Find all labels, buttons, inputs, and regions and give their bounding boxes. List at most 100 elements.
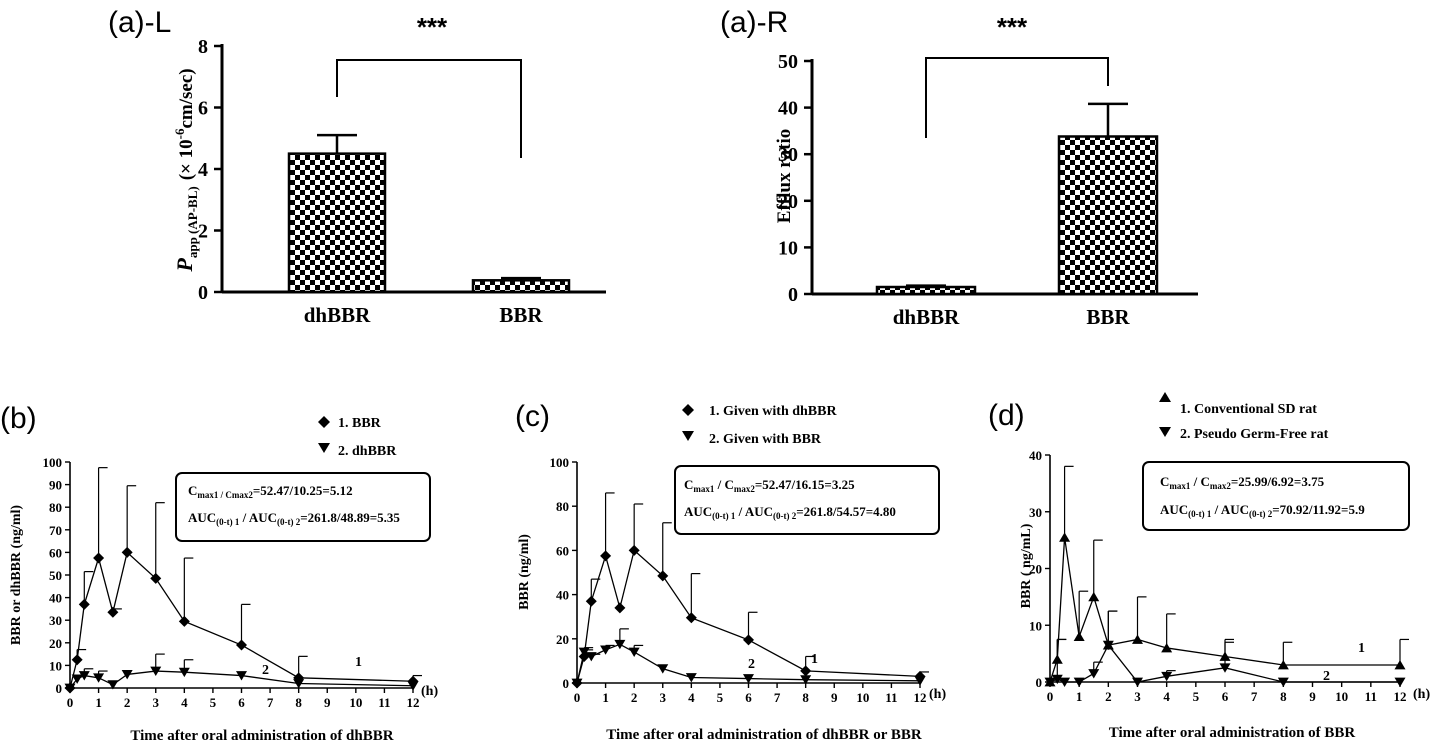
c-legend-marker-2 <box>682 431 694 441</box>
c-series-1-point-3 <box>600 550 612 562</box>
b-xunit: (h) <box>421 684 438 699</box>
b-series-2-point-1 <box>71 674 83 684</box>
b-series-2-point-2 <box>78 671 90 681</box>
b-xlabel: Time after oral administration of dhBBR <box>130 728 393 744</box>
b-series-2-point-9 <box>293 679 305 689</box>
aR-ytick-label-0: 0 <box>788 284 798 306</box>
d-series-1-point-7 <box>1161 643 1173 653</box>
b-series-1-point-8 <box>236 639 247 651</box>
b-stat-line-2: AUC(0-t) 1 / AUC(0-t) 2=261.8/48.89=5.35 <box>188 510 400 527</box>
d-xtick-label-10: 10 <box>1335 689 1348 704</box>
c-series-2-point-2 <box>585 652 597 662</box>
b-ytick-label-9: 90 <box>49 478 62 493</box>
c-ytick-label-4: 80 <box>556 499 569 514</box>
d-xlabel: Time after oral administration of BBR <box>1109 725 1356 741</box>
b-xtick-label-1: 1 <box>95 695 102 710</box>
aL-ytick-label-4: 8 <box>198 36 208 58</box>
chart-aL: (a)-L 0 2 4 6 8 dhBBR BBR *** Papp (AP-BL) (× 1… <box>108 6 606 327</box>
c-series-1-point-4 <box>614 602 626 614</box>
aR-bar-1 <box>1057 135 1159 296</box>
b-series-2-point-3 <box>93 673 105 683</box>
d-xtick-label-8: 8 <box>1280 689 1287 704</box>
d-series-1-point-6 <box>1132 634 1143 644</box>
c-stat-box-frame <box>674 465 940 535</box>
d-ytick-label-0: 0 <box>1036 675 1043 690</box>
d-xtick-label-9: 9 <box>1309 689 1316 704</box>
d-ytick-label-3: 30 <box>1029 505 1042 520</box>
b-xtick-label-10: 10 <box>349 695 362 710</box>
c-series-2-point-9 <box>800 675 812 685</box>
b-series-2-point-0 <box>64 683 76 693</box>
aL-ylabel-unit-sup: -6 <box>172 128 187 139</box>
d-ylabel: BBR ( ng/mL) <box>1019 523 1034 608</box>
d-xunit: (h) <box>1413 687 1430 702</box>
b-ytick-label-3: 30 <box>49 613 62 628</box>
b-xtick-label-9: 9 <box>324 695 331 710</box>
d-xtick-label-1: 1 <box>1076 689 1083 704</box>
d-legend-marker-1 <box>1159 392 1171 402</box>
c-series-1-point-8 <box>743 634 754 646</box>
d-legend-label-1: 1. Conventional SD rat <box>1180 402 1317 417</box>
d-ytick-label-4: 40 <box>1029 448 1042 463</box>
c-curve-label-1: 1 <box>811 652 818 667</box>
d-curve-label-2: 2 <box>1323 669 1330 684</box>
b-ytick-label-7: 70 <box>49 523 62 538</box>
d-series-2-point-0 <box>1044 677 1056 687</box>
d-xtick-label-6: 6 <box>1222 689 1229 704</box>
b-series-2-point-6 <box>150 666 162 676</box>
c-xtick-label-6: 6 <box>745 690 752 705</box>
aL-ylabel: Papp (AP-BL) (× 10-6cm/sec) <box>172 68 200 272</box>
aR-ytick-label-4: 40 <box>778 98 798 120</box>
aL-bar-0 <box>287 152 387 294</box>
b-curve-label-1: 1 <box>355 655 362 670</box>
c-xtick-label-12: 12 <box>914 690 927 705</box>
d-xtick-label-7: 7 <box>1251 689 1258 704</box>
d-stat-box: Cmax1 / Cmax2=25.99/6.92=3.75 AUC(0-t) 1… <box>1142 461 1410 531</box>
d-series-1-point-4 <box>1088 591 1100 602</box>
b-series-1-point-6 <box>150 572 162 584</box>
b-series-2-point-7 <box>178 667 190 678</box>
d-series-2-point-2 <box>1059 677 1071 687</box>
c-xtick-label-4: 4 <box>688 690 695 705</box>
chart-aR: (a)-R 0 10 20 30 40 50 dhBBR BBR *** Efflux rat… <box>720 6 1198 329</box>
c-xtick-label-0: 0 <box>574 690 581 705</box>
c-legend-marker-1 <box>682 404 694 416</box>
d-curve-label-1: 1 <box>1358 641 1365 656</box>
c-xtick-label-1: 1 <box>602 690 609 705</box>
d-series-2-point-7 <box>1161 671 1173 682</box>
panel-label-c: (c) <box>515 400 550 433</box>
c-series-1-point-9 <box>800 665 812 677</box>
b-xtick-label-0: 0 <box>67 695 74 710</box>
c-series-1-point-6 <box>657 570 669 582</box>
aL-ytick-label-2: 4 <box>198 159 208 181</box>
svg-text:Papp (AP-BL)(× 10-6cm/sec): Papp (AP-BL) (× 10-6cm/sec) <box>172 68 200 272</box>
c-series-1-point-2 <box>585 595 597 607</box>
c-ytick-label-3: 60 <box>556 543 569 558</box>
c-series-2-point-6 <box>657 664 669 674</box>
b-series-2-point-8 <box>236 671 247 681</box>
c-xlabel: Time after oral administration of dhBBR … <box>606 727 922 743</box>
d-xtick-label-12: 12 <box>1394 689 1407 704</box>
d-series-2-point-5 <box>1102 640 1114 651</box>
d-series-2-point-10 <box>1394 677 1406 687</box>
b-xtick-label-2: 2 <box>124 695 131 710</box>
b-ytick-label-1: 10 <box>49 658 62 673</box>
c-legend-label-2: 2. Given with BBR <box>709 432 822 447</box>
panel-label-d: (d) <box>988 399 1025 432</box>
c-series-1-point-5 <box>628 544 640 556</box>
d-ytick-label-1: 10 <box>1029 618 1042 633</box>
b-legend-marker-2 <box>318 443 330 453</box>
c-ytick-label-5: 100 <box>550 455 570 470</box>
b-ylabel: BBR or dhBBR (ng/ml) <box>9 505 24 645</box>
panel-label-b: (b) <box>0 402 37 435</box>
c-series-2-point-3 <box>600 645 612 655</box>
aL-ytick-label-0: 0 <box>198 282 208 304</box>
b-series-1-point-3 <box>93 552 105 564</box>
d-series-1-point-10 <box>1394 660 1406 670</box>
aR-category-label-0: dhBBR <box>893 305 960 329</box>
